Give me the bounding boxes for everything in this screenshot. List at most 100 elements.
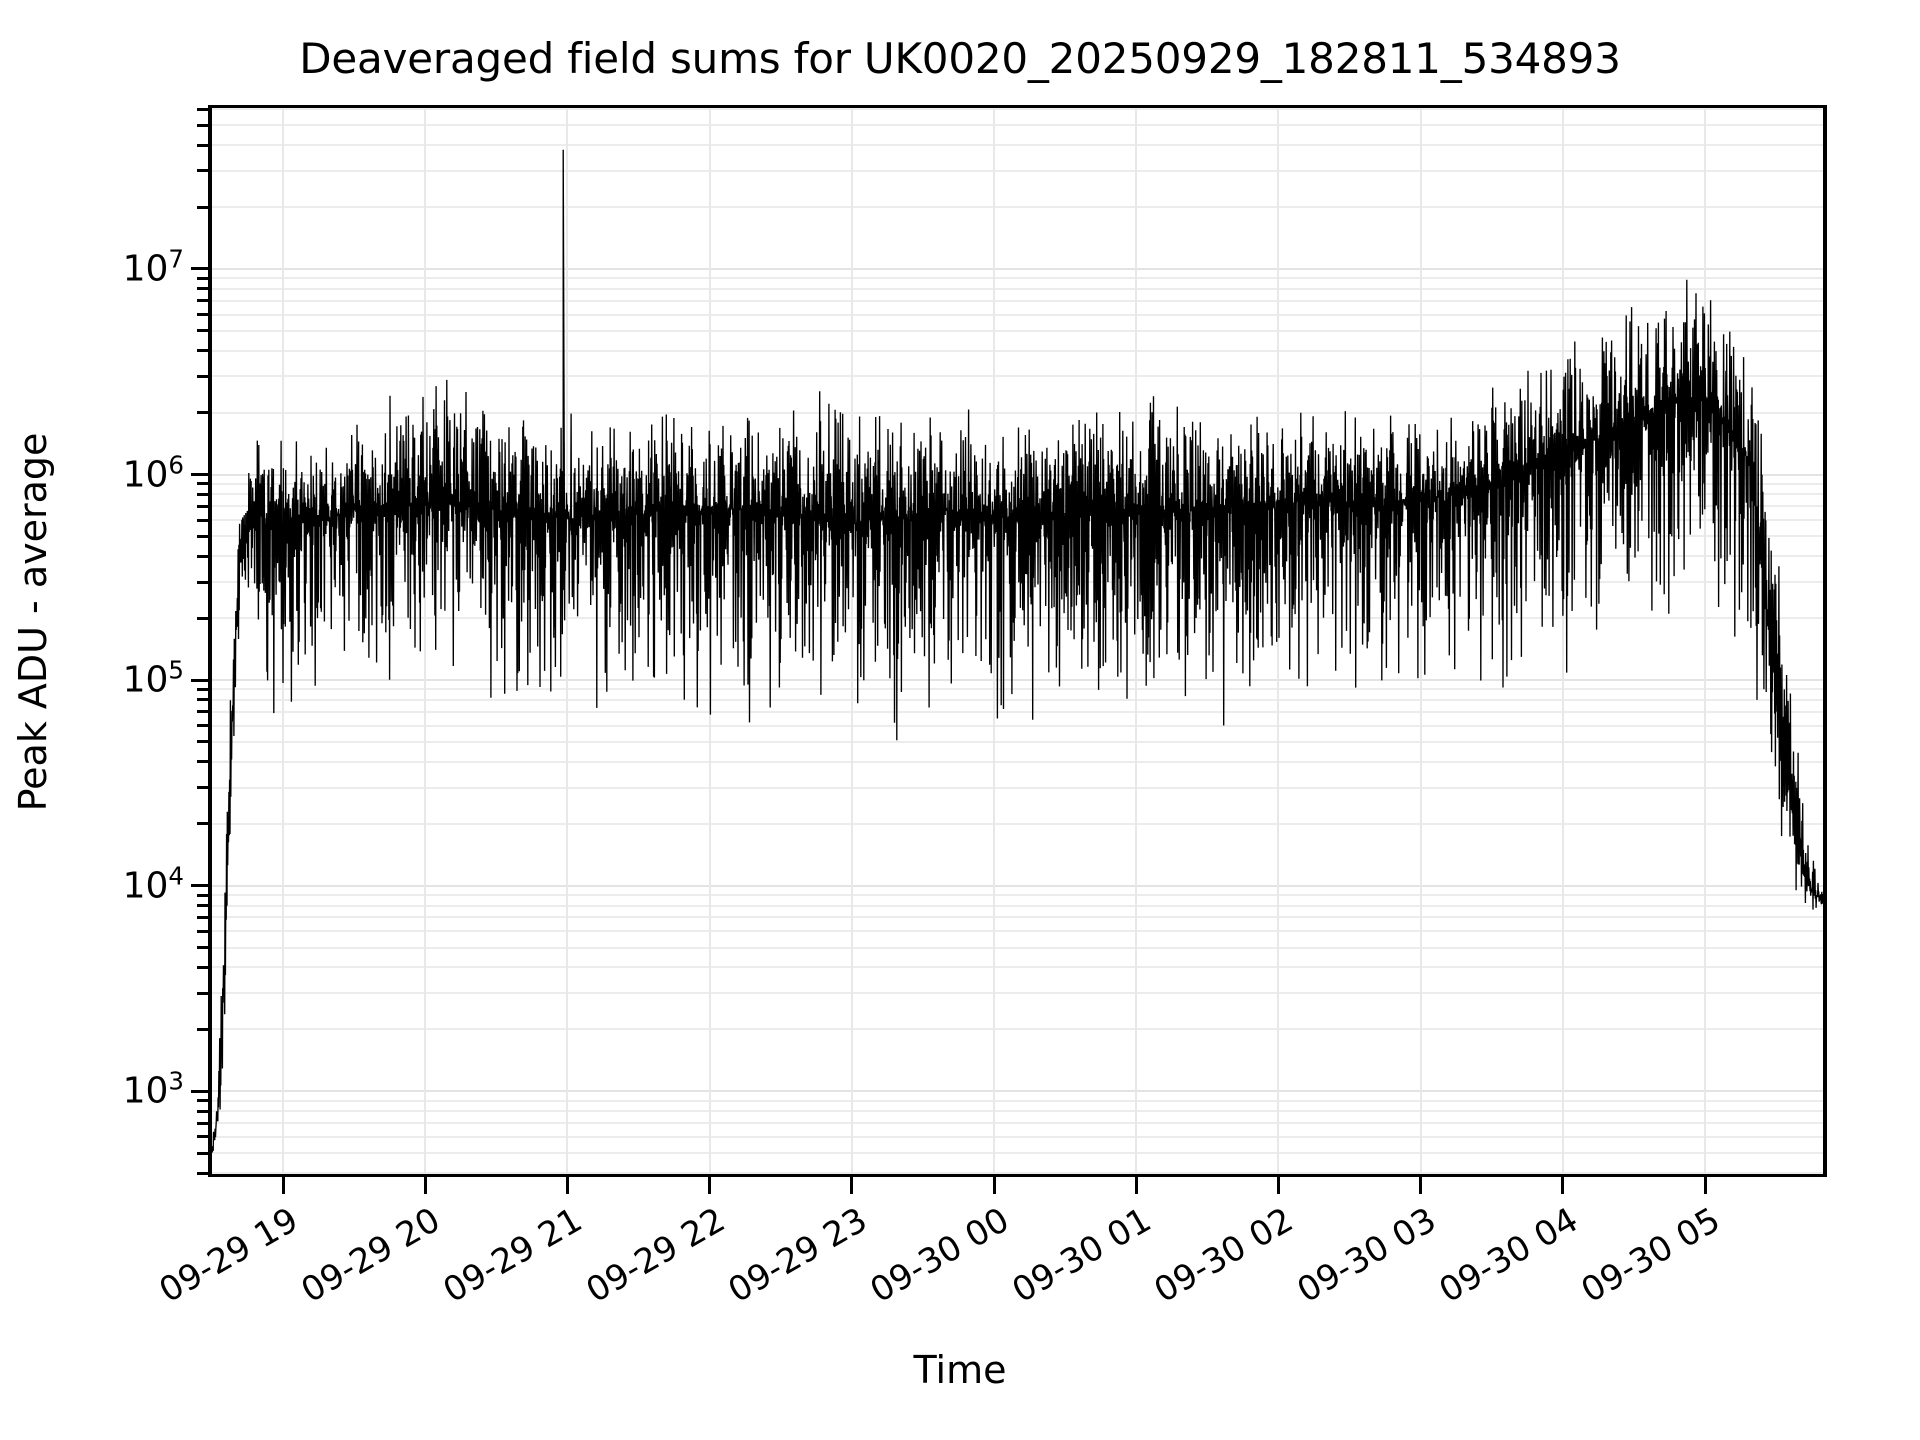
gridline-minor-y	[212, 760, 1823, 763]
x-tick-mark	[1419, 1177, 1423, 1194]
gridline-x	[566, 109, 569, 1173]
gridline-minor-y	[212, 349, 1823, 352]
y-tick-major	[191, 884, 208, 888]
y-tick-minor	[197, 107, 208, 111]
y-tick-label: 105	[122, 655, 184, 701]
y-tick-minor	[197, 349, 208, 353]
gridline-minor-y	[212, 581, 1823, 583]
y-tick-minor	[197, 313, 208, 317]
gridline-minor-y	[212, 555, 1823, 558]
x-tick-mark	[281, 1177, 285, 1194]
y-tick-minor	[197, 205, 208, 209]
gridline-minor-y	[212, 904, 1823, 907]
y-tick-minor	[197, 276, 208, 280]
y-tick-label: 104	[122, 861, 184, 907]
x-tick-label: 09-29 22	[579, 1200, 732, 1312]
gridline-minor-y	[212, 786, 1823, 789]
gridline-x	[424, 109, 427, 1173]
gridline-minor-y	[212, 698, 1823, 701]
gridline-minor-y	[212, 1110, 1823, 1113]
gridline-minor-y	[212, 277, 1823, 280]
y-tick-minor	[197, 991, 208, 995]
y-tick-minor	[197, 760, 208, 764]
x-tick-label: 09-29 19	[152, 1200, 305, 1312]
x-tick-label: 09-30 01	[1005, 1200, 1159, 1312]
gridline-minor-y	[212, 124, 1823, 127]
page-title: Deaveraged field sums for UK0020_2025092…	[299, 34, 1621, 83]
y-tick-minor	[197, 616, 208, 620]
gridline-minor-y	[212, 144, 1823, 147]
x-tick-mark	[1703, 1177, 1707, 1194]
gridline-minor-y	[212, 299, 1823, 302]
y-tick-minor	[197, 965, 208, 969]
y-tick-major	[191, 1089, 208, 1093]
y-axis-label-text: Peak ADU - average	[11, 432, 55, 812]
gridline-x	[1704, 109, 1706, 1173]
y-tick-minor	[197, 904, 208, 908]
y-tick-label: 106	[122, 450, 184, 496]
gridline-major-y	[212, 1090, 1823, 1093]
y-tick-minor	[197, 1135, 208, 1139]
x-tick-mark	[565, 1177, 569, 1194]
gridline-major-y	[212, 267, 1823, 270]
y-tick-minor	[197, 740, 208, 744]
y-tick-minor	[197, 724, 208, 728]
y-tick-minor	[197, 786, 208, 790]
y-tick-minor	[197, 1099, 208, 1103]
gridline-minor-y	[212, 206, 1823, 209]
y-tick-minor	[197, 411, 208, 415]
gridline-minor-y	[212, 724, 1823, 727]
x-tick-label: 09-30 03	[1290, 1200, 1443, 1312]
gridline-x	[1135, 109, 1138, 1173]
gridline-major-y	[212, 884, 1823, 887]
y-tick-minor	[197, 329, 208, 333]
gridline-minor-y	[212, 535, 1823, 538]
gridline-minor-y	[212, 688, 1823, 691]
gridline-x	[1419, 109, 1422, 1173]
data-series-layer	[211, 109, 1824, 1173]
series-path	[211, 149, 1824, 1153]
gridline-minor-y	[212, 1099, 1823, 1102]
y-axis-label: Peak ADU - average	[0, 0, 58, 1440]
gridline-x	[993, 109, 995, 1173]
gridline-major-y	[212, 473, 1823, 476]
x-tick-label: 09-30 04	[1432, 1200, 1585, 1312]
gridline-minor-y	[212, 411, 1823, 414]
gridline-major-y	[212, 679, 1823, 682]
x-tick-label: 09-29 23	[721, 1200, 874, 1312]
y-tick-major	[191, 678, 208, 682]
gridline-minor-y	[212, 108, 1823, 110]
x-tick-label: 09-30 05	[1574, 1200, 1727, 1312]
gridline-minor-y	[212, 375, 1823, 378]
x-tick-mark	[1276, 1177, 1280, 1194]
y-tick-minor	[197, 1151, 208, 1155]
y-tick-minor	[197, 698, 208, 702]
y-tick-minor	[197, 1121, 208, 1125]
gridline-minor-y	[212, 894, 1823, 897]
x-tick-label: 09-29 21	[436, 1200, 590, 1312]
y-tick-minor	[197, 1171, 208, 1175]
gridline-minor-y	[212, 287, 1823, 290]
gridline-x	[850, 109, 853, 1173]
x-tick-mark	[708, 1177, 712, 1194]
y-tick-minor	[197, 123, 208, 127]
gridline-minor-y	[212, 992, 1823, 995]
y-tick-label: 107	[122, 244, 184, 290]
gridline-minor-y	[212, 946, 1823, 949]
y-tick-minor	[197, 710, 208, 714]
gridline-minor-y	[212, 1028, 1823, 1031]
plot-area	[208, 105, 1827, 1177]
y-tick-minor	[197, 534, 208, 538]
y-tick-minor	[197, 1027, 208, 1031]
y-tick-minor	[197, 287, 208, 291]
x-axis-label: Time	[913, 1348, 1007, 1392]
x-tick-mark	[1134, 1177, 1138, 1194]
series-line	[211, 149, 1824, 1153]
y-tick-minor	[197, 143, 208, 147]
y-tick-minor	[197, 822, 208, 826]
gridline-minor-y	[212, 617, 1823, 620]
gridline-minor-y	[212, 966, 1823, 969]
gridline-minor-y	[212, 1122, 1823, 1125]
y-tick-minor	[197, 893, 208, 897]
